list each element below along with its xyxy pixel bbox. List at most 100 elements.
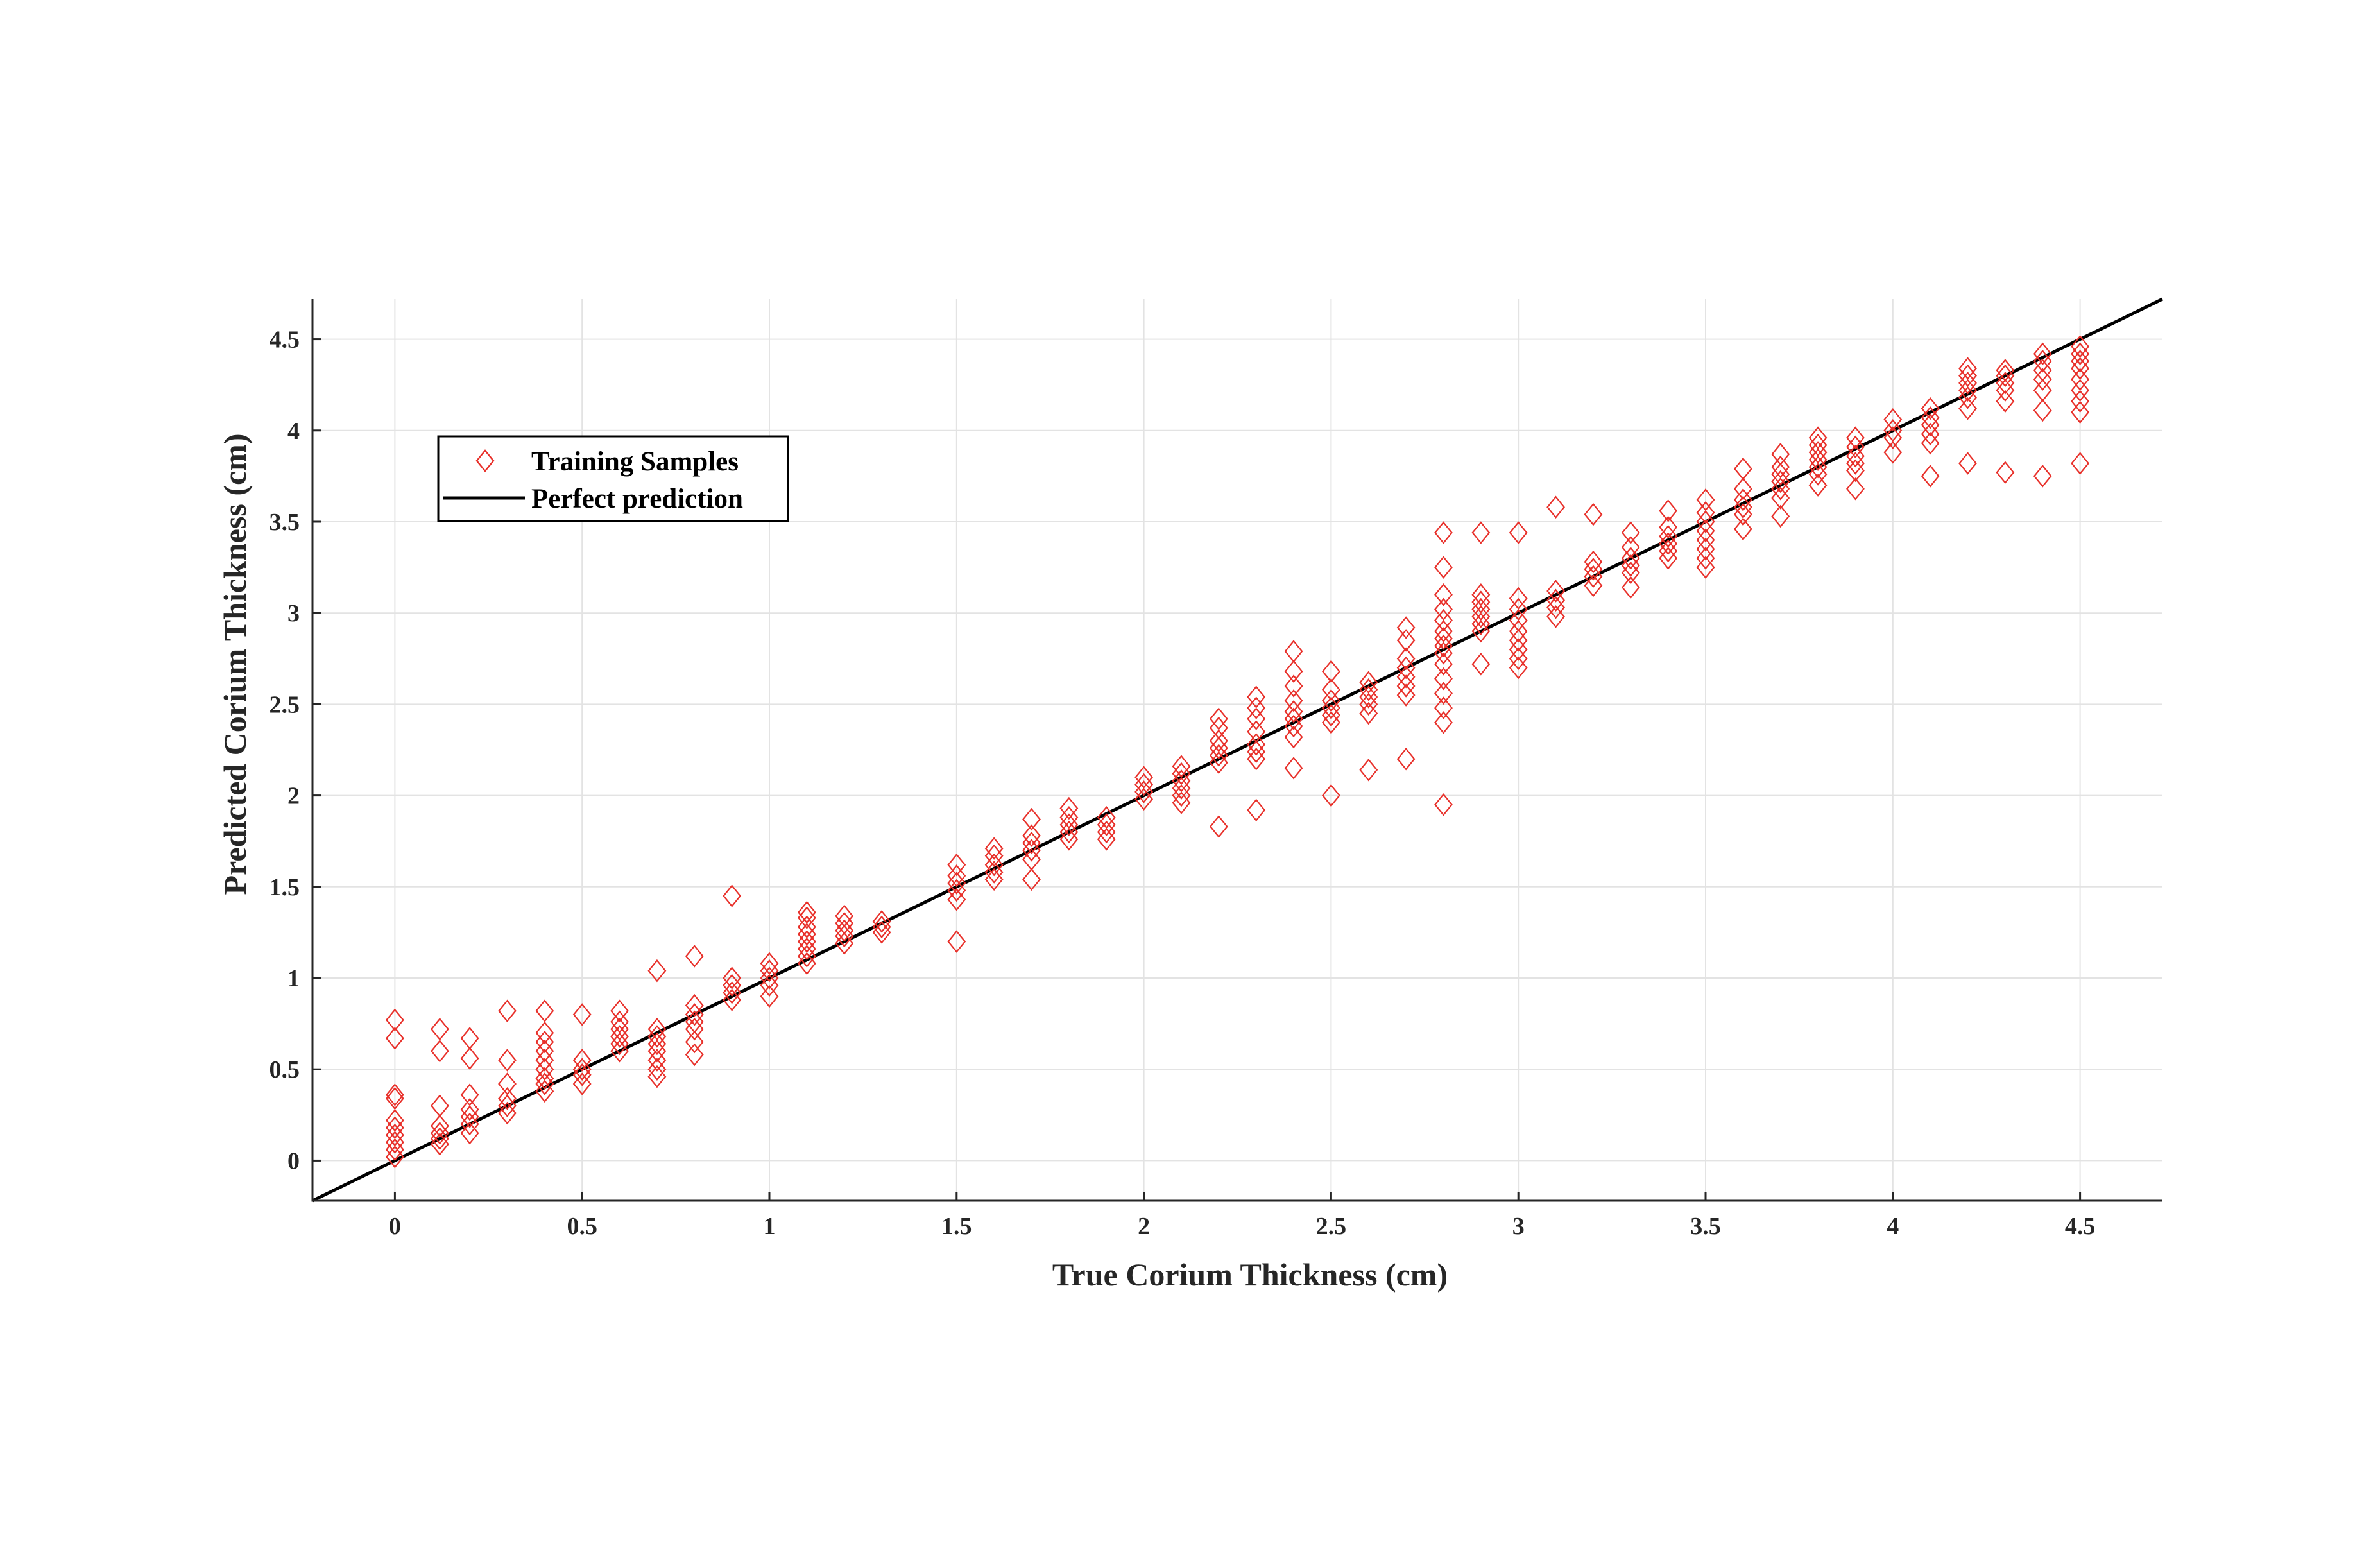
- training-sample-point: [1396, 616, 1416, 639]
- training-sample-point: [1247, 707, 1266, 730]
- training-sample-point: [1958, 452, 1977, 475]
- training-sample-point: [685, 1030, 704, 1054]
- y-tick-label: 2: [287, 783, 300, 810]
- training-sample-point: [1434, 583, 1453, 606]
- training-sample-point: [1584, 550, 1603, 574]
- y-tick-label: 3.5: [270, 509, 300, 536]
- training-sample-point: [535, 1030, 554, 1054]
- training-sample-point: [984, 837, 1004, 860]
- training-sample-point: [385, 1086, 404, 1110]
- training-sample-point: [647, 1017, 667, 1041]
- legend: Training Samples Perfect prediction: [437, 435, 789, 522]
- training-sample-point: [1434, 793, 1453, 816]
- training-sample-point: [1396, 629, 1416, 652]
- training-sample-point: [431, 1094, 449, 1117]
- training-sample-point: [1471, 653, 1491, 676]
- training-sample-point: [1846, 435, 1865, 459]
- y-tick-label: 4: [287, 418, 300, 445]
- training-sample-point: [1696, 528, 1715, 552]
- training-sample-point: [1696, 519, 1715, 542]
- training-sample-point: [572, 1063, 592, 1086]
- training-sample-point: [1434, 711, 1453, 734]
- training-sample-point: [1733, 477, 1752, 501]
- training-sample-point: [1247, 798, 1266, 822]
- training-sample-point: [685, 1043, 704, 1067]
- training-sample-point: [1808, 426, 1828, 449]
- training-sample-point: [2033, 359, 2052, 382]
- training-sample-point: [1434, 653, 1453, 676]
- training-sample-point: [1321, 678, 1340, 701]
- x-tick-label: 3: [1512, 1213, 1525, 1240]
- perfect-prediction-line: [311, 297, 2164, 1203]
- training-sample-point: [1209, 815, 1228, 838]
- training-sample-point: [1696, 501, 1715, 524]
- training-sample-point: [1659, 524, 1678, 548]
- x-tick-label: 2.5: [1316, 1213, 1347, 1240]
- training-sample-point: [1621, 576, 1640, 599]
- training-sample-point: [1396, 674, 1416, 698]
- training-sample-point: [1172, 755, 1191, 778]
- training-sample-point: [1696, 556, 1715, 579]
- training-sample-point: [1546, 588, 1565, 612]
- training-sample-point: [535, 1067, 554, 1090]
- training-sample-point: [2033, 379, 2052, 402]
- y-tick-label: 1: [287, 965, 300, 992]
- training-sample-point: [1733, 488, 1752, 511]
- training-sample-point: [498, 1072, 517, 1095]
- training-sample-point: [1284, 700, 1303, 723]
- training-sample-point: [1846, 426, 1865, 449]
- training-sample-point: [1846, 444, 1865, 468]
- training-sample-point: [1209, 729, 1228, 753]
- training-sample-point: [1546, 580, 1565, 603]
- training-sample-point: [647, 1049, 667, 1072]
- training-sample-point: [1771, 504, 1790, 528]
- training-sample-point: [1471, 521, 1491, 544]
- training-sample-point: [535, 1040, 554, 1063]
- training-sample-point: [1958, 357, 1977, 380]
- training-sample-point: [1659, 499, 1678, 522]
- training-sample-point: [797, 906, 816, 929]
- x-tick-label: 1: [763, 1213, 775, 1240]
- training-sample-point: [2033, 399, 2052, 422]
- training-sample-point: [1434, 597, 1453, 621]
- training-sample-point: [535, 1021, 554, 1045]
- training-sample-point: [1509, 587, 1528, 610]
- training-sample-point: [685, 1003, 704, 1026]
- training-sample-point: [1846, 477, 1865, 501]
- training-sample-point: [460, 1083, 479, 1106]
- axis-line: [311, 299, 2162, 1202]
- x-tick-label: 4.5: [2065, 1213, 2096, 1240]
- training-sample-point: [835, 904, 854, 928]
- training-sample-point: [685, 993, 704, 1017]
- training-sample-point: [1434, 619, 1453, 643]
- training-sample-point: [1396, 665, 1416, 689]
- training-sample-point: [1696, 537, 1715, 561]
- training-sample-point: [1546, 495, 1565, 519]
- training-sample-point: [1958, 397, 1977, 420]
- training-sample-point: [431, 1114, 449, 1138]
- training-sample-point: [1022, 824, 1041, 847]
- training-sample-point: [1022, 868, 1041, 891]
- training-sample-point: [1434, 696, 1453, 719]
- training-sample-point: [1434, 682, 1453, 705]
- training-sample-point: [2033, 342, 2052, 366]
- training-sample-point: [947, 930, 966, 953]
- training-sample-point: [1247, 685, 1266, 709]
- training-samples-series: [385, 335, 2090, 1169]
- training-sample-point: [1509, 608, 1528, 632]
- training-sample-point: [1059, 796, 1079, 820]
- training-sample-point: [1509, 619, 1528, 643]
- y-axis-title: Predicted Corium Thickness (cm): [217, 434, 253, 895]
- y-tick-label: 3: [287, 600, 300, 627]
- training-sample-point: [1359, 701, 1378, 725]
- training-sample-point: [1509, 629, 1528, 652]
- training-sample-point: [1396, 683, 1416, 707]
- training-sample-point: [685, 945, 704, 968]
- training-sample-point: [2071, 452, 2090, 475]
- training-sample-point: [647, 1058, 667, 1081]
- x-axis-title: True Corium Thickness (cm): [1052, 1257, 1448, 1293]
- training-sample-point: [535, 1072, 554, 1095]
- training-sample-point: [647, 959, 667, 983]
- training-sample-point: [1921, 422, 1940, 446]
- training-sample-point: [1396, 647, 1416, 671]
